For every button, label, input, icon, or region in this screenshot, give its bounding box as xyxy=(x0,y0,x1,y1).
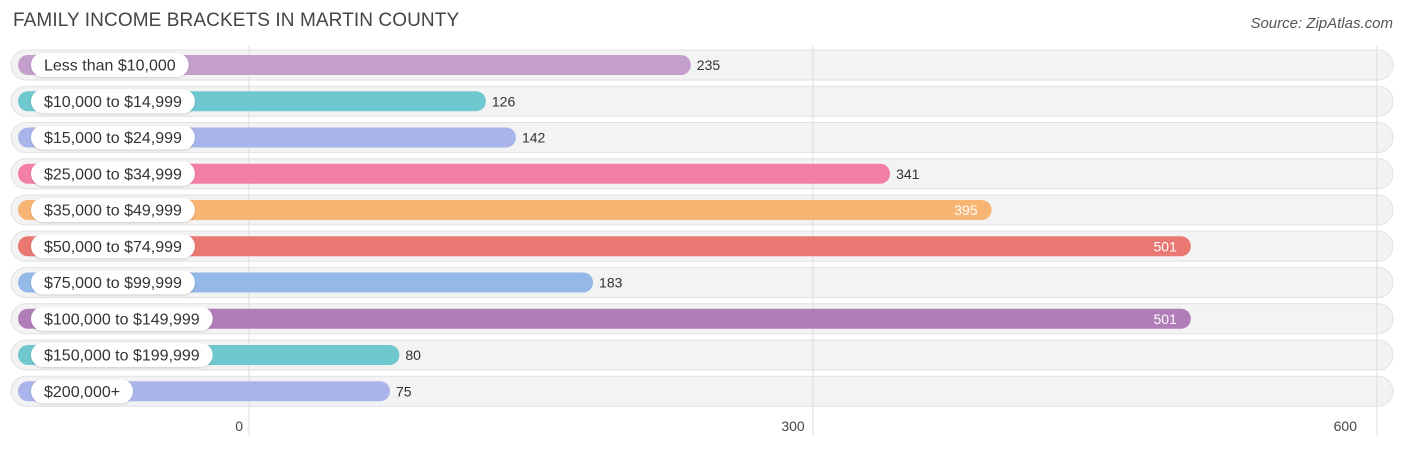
category-label: $25,000 to $34,999 xyxy=(44,166,182,183)
value-label: 501 xyxy=(1154,238,1178,254)
value-label: 235 xyxy=(697,57,721,73)
value-label: 501 xyxy=(1154,311,1178,327)
value-label: 183 xyxy=(599,275,623,291)
category-label: $10,000 to $14,999 xyxy=(44,94,182,111)
category-label-pill xyxy=(31,379,134,404)
category-label-pill xyxy=(31,198,195,222)
category-label: $100,000 to $149,999 xyxy=(44,311,200,328)
bar xyxy=(18,308,1191,329)
category-label: $150,000 to $199,999 xyxy=(44,348,200,365)
value-label: 341 xyxy=(896,166,920,182)
category-label-pill xyxy=(31,89,195,114)
category-label-pill xyxy=(31,125,195,150)
value-label: 80 xyxy=(405,347,421,363)
category-label: $35,000 to $49,999 xyxy=(44,203,182,220)
bar xyxy=(18,163,891,184)
x-tick-label: 300 xyxy=(781,418,805,434)
category-label-pill xyxy=(31,53,189,77)
category-label: $200,000+ xyxy=(44,384,120,401)
chart-title: FAMILY INCOME BRACKETS IN MARTIN COUNTY xyxy=(13,10,460,31)
category-label-pill xyxy=(31,270,195,295)
value-label: 142 xyxy=(522,130,546,146)
category-label-pill xyxy=(31,161,195,186)
category-label: $15,000 to $24,999 xyxy=(44,130,182,147)
category-label: $75,000 to $99,999 xyxy=(44,275,182,292)
x-tick-label: 600 xyxy=(1334,418,1358,434)
x-tick-label: 0 xyxy=(235,418,243,434)
value-label: 126 xyxy=(492,93,516,109)
bar xyxy=(18,236,1191,257)
bar xyxy=(18,200,992,220)
chart-source: Source: ZipAtlas.com xyxy=(1250,15,1393,32)
category-label-pill xyxy=(31,306,213,331)
value-label: 75 xyxy=(396,383,412,399)
value-label: 395 xyxy=(954,202,978,218)
category-label: Less than $10,000 xyxy=(44,58,176,75)
category-label-pill xyxy=(31,234,195,259)
category-label: $50,000 to $74,999 xyxy=(44,239,182,256)
category-label-pill xyxy=(31,343,213,367)
